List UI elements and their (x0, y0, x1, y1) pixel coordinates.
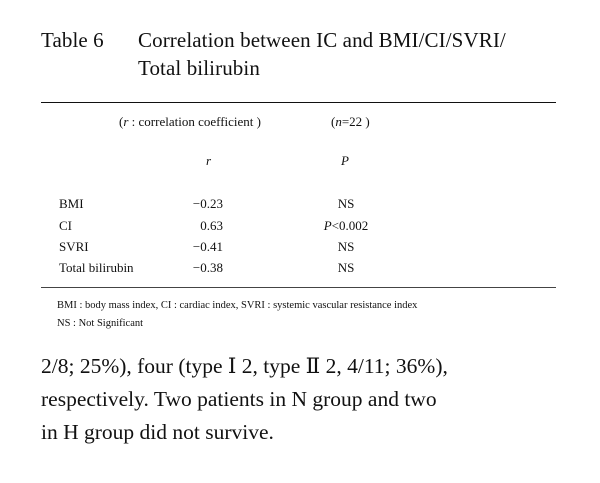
column-header-r: r (206, 153, 212, 168)
table-label: Table 6 (41, 28, 104, 52)
table-title: Correlation between IC and BMI/CI/SVRI/ … (138, 26, 578, 82)
table-title-line-2: Total bilirubin (138, 56, 260, 80)
row-r-value: −0.41 (192, 239, 223, 254)
row-label: CI (59, 218, 72, 233)
row-label: SVRI (59, 239, 89, 254)
body-paragraph: 2/8; 25%), four (type Ⅰ 2, type Ⅱ 2, 4/1… (41, 350, 561, 449)
table-title-line-1: Correlation between IC and BMI/CI/SVRI/ (138, 28, 506, 52)
row-r-value: −0.23 (192, 196, 223, 211)
table-bottom-rule (41, 287, 556, 288)
row-label: BMI (59, 196, 84, 211)
row-p-value: P<0.002 (323, 218, 369, 233)
body-line-3: in H group did not survive. (41, 420, 274, 444)
row-r-value: −0.38 (192, 260, 223, 275)
body-line-1: 2/8; 25%), four (type Ⅰ 2, type Ⅱ 2, 4/1… (41, 354, 448, 378)
correlation-coefficient-note: (r : correlation coefficient ) (119, 114, 261, 129)
row-p-value: NS (337, 239, 355, 254)
sample-size-note: (n=22 ) (331, 114, 370, 129)
row-p-value: NS (337, 196, 355, 211)
column-header-p: P (341, 153, 349, 168)
body-line-2: respectively. Two patients in N group an… (41, 387, 437, 411)
row-p-value: NS (337, 260, 355, 275)
row-r-value: 0.63 (200, 218, 223, 233)
table-footnote-ns: NS : Not Significant (57, 318, 144, 329)
table-top-rule (41, 102, 556, 103)
table-footnote-abbreviations: BMI : body mass index, CI : cardiac inde… (57, 300, 418, 311)
row-label: Total bilirubin (59, 260, 134, 275)
